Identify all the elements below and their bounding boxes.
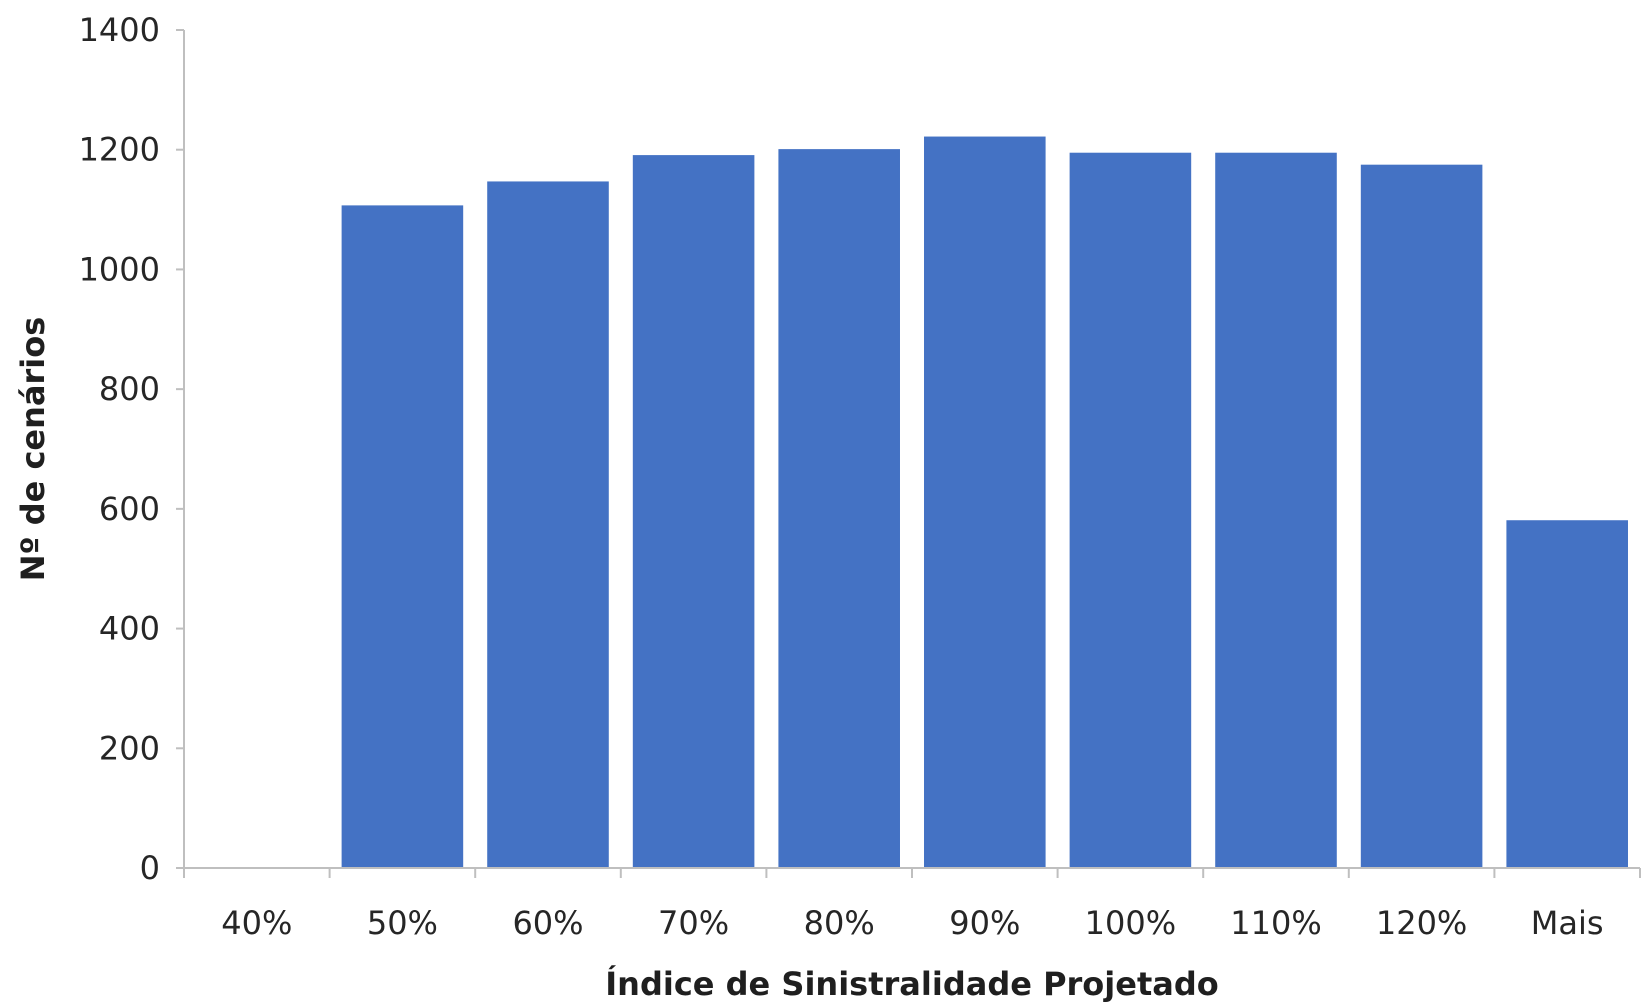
x-tick-label: 50% bbox=[367, 904, 438, 942]
bar-120-pct bbox=[1361, 165, 1483, 868]
bar-80-pct bbox=[778, 149, 900, 868]
y-tick-label: 1000 bbox=[79, 250, 160, 288]
x-tick-label: 110% bbox=[1230, 904, 1321, 942]
x-axis-title: Índice de Sinistralidade Projetado bbox=[605, 965, 1218, 1003]
y-tick-label: 0 bbox=[140, 849, 160, 887]
bar-90-pct bbox=[924, 137, 1046, 868]
bar-50-pct bbox=[342, 205, 464, 868]
x-tick-label: 70% bbox=[658, 904, 729, 942]
y-axis-ticks: 0 200 400 600 800 1000 1200 1400 bbox=[79, 11, 184, 887]
bar-60-pct bbox=[487, 181, 609, 868]
bar-70-pct bbox=[633, 155, 755, 868]
x-tick-label: 100% bbox=[1085, 904, 1176, 942]
x-tick-label: 80% bbox=[804, 904, 875, 942]
y-tick-label: 200 bbox=[99, 729, 160, 767]
x-tick-label: 40% bbox=[221, 904, 292, 942]
bars-group bbox=[342, 137, 1628, 868]
bar-110-pct bbox=[1215, 153, 1337, 868]
y-axis-title: Nº de cenários bbox=[14, 317, 52, 582]
y-tick-label: 800 bbox=[99, 370, 160, 408]
x-tick-label: 120% bbox=[1376, 904, 1467, 942]
y-tick-label: 400 bbox=[99, 610, 160, 648]
x-tick-label: 90% bbox=[949, 904, 1020, 942]
x-axis-ticks: 40% 50% 60% 70% 80% 90% 100% 110% 120% Mais bbox=[184, 868, 1640, 942]
x-tick-label: 60% bbox=[512, 904, 583, 942]
bar-100-pct bbox=[1070, 153, 1192, 868]
x-tick-label: Mais bbox=[1531, 904, 1604, 942]
y-tick-label: 1400 bbox=[79, 11, 160, 49]
bar-mais bbox=[1506, 520, 1628, 868]
y-tick-label: 1200 bbox=[79, 131, 160, 169]
y-tick-label: 600 bbox=[99, 490, 160, 528]
